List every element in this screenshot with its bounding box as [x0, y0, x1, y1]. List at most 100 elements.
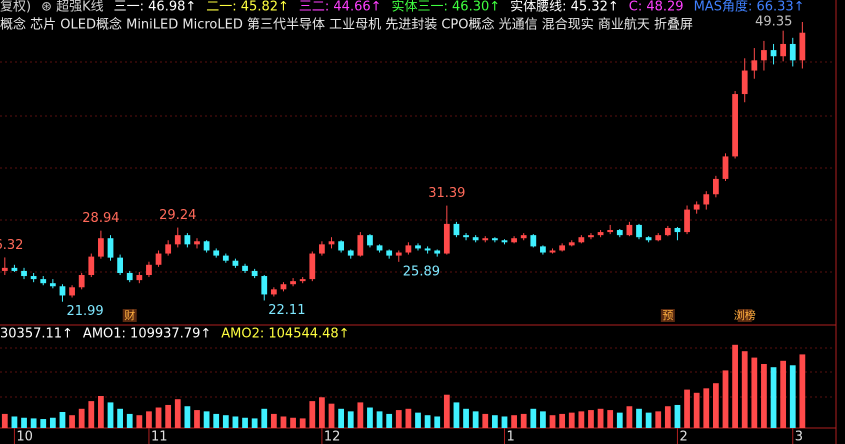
candle-body [616, 230, 623, 236]
candle-body [347, 250, 354, 256]
volume-bar [713, 383, 719, 428]
candle-body [222, 255, 229, 261]
candle-body [88, 256, 95, 276]
volume-bar [741, 351, 748, 428]
volume-bar [789, 365, 796, 428]
candle-body [146, 264, 152, 276]
volume-bar [501, 416, 508, 428]
candle-body [155, 253, 162, 265]
volume-bar [395, 410, 402, 428]
event-marker-box [660, 309, 675, 322]
volume-bar [597, 408, 604, 428]
volume-bar [174, 399, 181, 428]
candle-body [530, 235, 537, 247]
candle-body [319, 244, 325, 254]
event-marker-box [122, 309, 137, 322]
candle-body [261, 276, 268, 295]
volume-bar [588, 410, 594, 428]
candle-body [520, 235, 527, 239]
candle-body [40, 279, 47, 284]
candle-body [184, 235, 191, 245]
volume-bar [549, 415, 556, 428]
indicator-label: 三二: 44.66↑ [299, 0, 382, 15]
volume-bar [194, 410, 200, 428]
candle-body [136, 275, 143, 281]
candle-body [203, 241, 210, 251]
candle-body [463, 235, 469, 238]
candle-body [789, 43, 796, 61]
volume-bar [568, 412, 575, 428]
candle-body [386, 250, 393, 256]
x-tick-label: 1 [506, 430, 514, 444]
volume-bar [434, 416, 441, 428]
x-tick-label: 12 [324, 430, 341, 444]
candle-body [194, 241, 200, 245]
volume-bar [674, 404, 681, 428]
volume-bar [376, 411, 383, 428]
candle-body [568, 242, 575, 246]
volume-bar [107, 402, 114, 428]
volume-bar [280, 416, 287, 428]
event-marker: 预 [662, 309, 673, 322]
volume-bar [261, 408, 268, 428]
candle-body [674, 227, 681, 233]
volume-bar [722, 370, 729, 428]
volume-bar [98, 396, 104, 428]
volume-bar [684, 389, 690, 428]
volume-bar [1, 413, 8, 428]
candle-body [299, 279, 306, 282]
volume-bar [799, 354, 806, 428]
volume-bar [636, 408, 642, 428]
volume-bar [155, 407, 162, 428]
volume-bar [530, 408, 537, 428]
volume-bar [520, 413, 527, 428]
volume-bar [222, 415, 229, 428]
volume-bar [472, 411, 479, 428]
candle-body [549, 250, 556, 253]
candle-body [453, 223, 460, 236]
volume-bar [693, 392, 700, 428]
volume-bar [290, 417, 296, 428]
candle-body [59, 286, 66, 296]
candle-body [242, 265, 248, 271]
volume-bar [21, 417, 27, 428]
indicator-label: MAS角度: 66.33↑ [694, 0, 805, 15]
volume-bar [59, 412, 66, 428]
candle-body [770, 50, 777, 57]
candle-body [30, 276, 37, 280]
volume-bar [270, 413, 277, 428]
candle-body [645, 237, 652, 241]
volume-bar [126, 413, 133, 428]
candle-body [799, 32, 806, 61]
guide-lines [0, 61, 836, 398]
candle-body [415, 245, 421, 249]
peak-label: 31.39 [428, 186, 465, 201]
volume-bar [645, 412, 652, 428]
candle-body [251, 270, 258, 277]
volume-bar [443, 394, 450, 428]
candle-body [11, 267, 18, 271]
indicator-label: 复权) [0, 0, 31, 15]
indicator-label: 二一: 45.82↑ [206, 0, 289, 15]
candle-body [309, 253, 316, 280]
candle-body [107, 238, 114, 258]
volume-bar [78, 408, 85, 428]
candle-body [607, 230, 614, 233]
candle-body [405, 245, 412, 253]
event-marker: 财 [124, 308, 135, 322]
candle-body [98, 238, 104, 257]
candle-body [165, 244, 172, 254]
candle-body [588, 235, 594, 238]
candle-body [232, 260, 239, 266]
volume-bar [453, 402, 460, 428]
volume-bar [655, 411, 662, 428]
volume-indicator-label: AMO1: 109937.79↑ [83, 327, 211, 342]
candle-body [761, 50, 767, 61]
volume-bar [511, 415, 517, 428]
volume-bar [761, 364, 767, 428]
volume-bar [347, 411, 354, 428]
volume-bar [751, 357, 758, 428]
